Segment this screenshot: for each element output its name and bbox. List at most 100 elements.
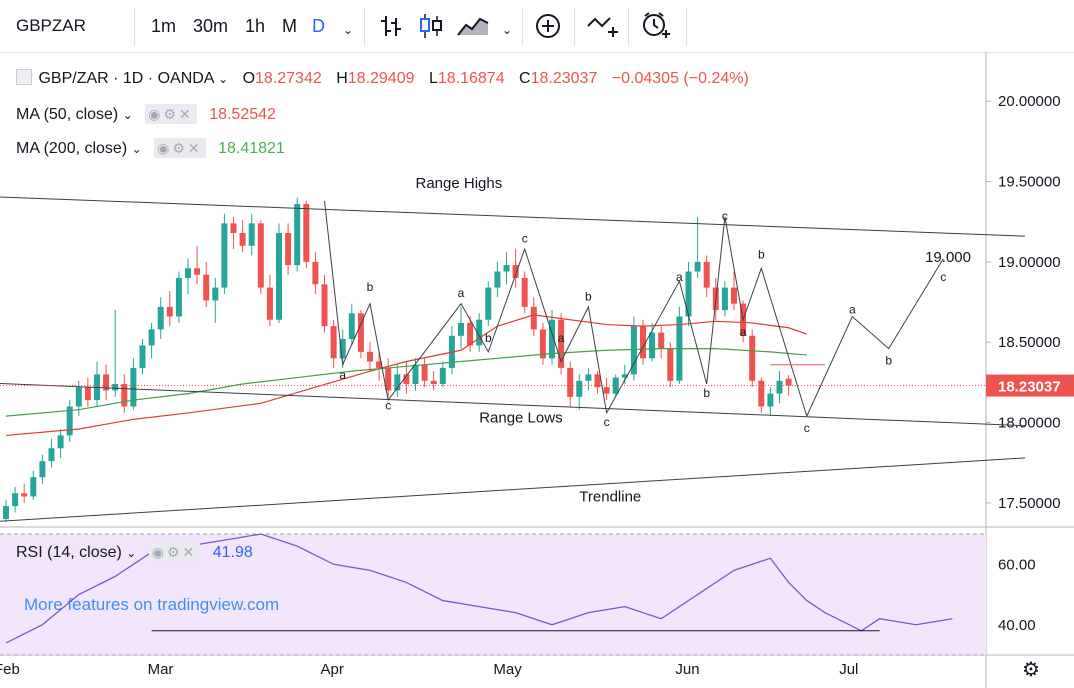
collapse-legend-icon[interactable] xyxy=(16,69,32,85)
candle-body xyxy=(139,345,146,368)
candle-body xyxy=(376,361,383,368)
interval-1m-button[interactable]: 1m xyxy=(151,16,177,36)
chevron-down-icon[interactable]: ⌄ xyxy=(131,142,142,156)
indicator-controls-icon[interactable]: ◉⚙✕ xyxy=(145,104,197,124)
candle-body xyxy=(640,326,646,359)
candle-body xyxy=(703,261,710,288)
price-tick-label: 17.50000 xyxy=(998,495,1061,512)
candle-body xyxy=(576,380,583,397)
candle-body xyxy=(385,367,392,391)
time-axis-label: Feb xyxy=(0,661,20,678)
candle-body xyxy=(75,387,82,407)
rsi-tick-label: 40.00 xyxy=(998,617,1036,634)
settings-gear-icon[interactable]: ⚙ xyxy=(1022,659,1040,681)
annotation-line xyxy=(0,196,1026,237)
toolbar-divider xyxy=(522,8,523,46)
compare-icon[interactable] xyxy=(586,12,620,40)
candle-body xyxy=(467,322,474,346)
candle-body xyxy=(148,329,155,346)
last-price-label: 18.23037 xyxy=(998,379,1061,396)
candle-body xyxy=(294,204,301,266)
time-axis-label: Jun xyxy=(675,661,699,678)
tradingview-watermark[interactable]: More features on tradingview.com xyxy=(24,595,280,614)
ma50-legend: MA (50, close) ⌄ ◉⚙✕ 18.52542 xyxy=(16,104,276,125)
candle-body xyxy=(603,387,610,394)
candle-body xyxy=(266,287,273,320)
ma200-legend: MA (200, close) ⌄ ◉⚙✕ 18.41821 xyxy=(16,138,285,159)
candle-body xyxy=(594,374,601,388)
legend-low-value: 18.16874 xyxy=(437,70,505,87)
legend-open-value: 18.27342 xyxy=(255,70,322,87)
wave-label: b xyxy=(885,354,892,368)
candle-body xyxy=(57,435,64,449)
candle-body xyxy=(476,319,483,346)
toolbar-divider xyxy=(628,8,629,46)
toolbar-divider xyxy=(574,8,575,46)
candle-body xyxy=(430,380,437,384)
indicator-controls-icon[interactable]: ◉⚙✕ xyxy=(148,542,201,562)
candle-body xyxy=(248,223,255,246)
projection-target-label: 19.000 xyxy=(925,249,971,266)
add-indicator-icon[interactable] xyxy=(535,13,561,39)
candle-body xyxy=(494,271,501,288)
bar-style-icon[interactable] xyxy=(378,13,404,39)
time-axis-label: Apr xyxy=(321,661,344,678)
candle-body xyxy=(166,306,173,317)
interval-30m-button[interactable]: 30m xyxy=(193,16,229,36)
time-axis-label: May xyxy=(493,661,522,678)
candle-body xyxy=(121,383,128,407)
candle-body xyxy=(658,332,665,349)
chevron-down-icon[interactable]: ⌄ xyxy=(343,23,354,37)
indicator-controls-icon[interactable]: ◉⚙✕ xyxy=(154,138,206,158)
chevron-down-icon[interactable]: ⌄ xyxy=(502,23,513,37)
candle-body xyxy=(48,448,55,462)
candle-body xyxy=(321,284,328,327)
ma200-label[interactable]: MA (200, close) xyxy=(16,140,128,157)
candle-body xyxy=(203,274,210,301)
legend-close-label: C xyxy=(519,70,531,87)
wave-label: b xyxy=(367,280,374,294)
candle-style-icon[interactable] xyxy=(418,12,444,40)
ma50-label[interactable]: MA (50, close) xyxy=(16,106,119,123)
wave-label: b xyxy=(703,386,710,400)
candle-body xyxy=(276,232,282,320)
wave-label: c xyxy=(604,415,610,429)
legend-close-value: 18.23037 xyxy=(530,70,598,87)
candle-body xyxy=(157,306,164,330)
alert-icon[interactable] xyxy=(640,10,672,42)
chevron-down-icon[interactable]: ⌄ xyxy=(218,72,229,86)
candle-body xyxy=(285,232,292,266)
interval-1h-button[interactable]: 1h xyxy=(245,16,266,36)
candle-body xyxy=(312,261,319,285)
chevron-down-icon[interactable]: ⌄ xyxy=(126,546,137,560)
candle-body xyxy=(503,265,510,272)
candle-body xyxy=(630,326,637,375)
wave-label: a xyxy=(339,368,346,382)
wave-label: a xyxy=(676,270,683,284)
interval-day-button[interactable]: D xyxy=(312,16,325,36)
candle-body xyxy=(685,271,692,317)
candle-body xyxy=(221,223,228,288)
candle-body xyxy=(667,348,674,381)
candle-body xyxy=(649,332,656,359)
area-style-icon[interactable] xyxy=(456,13,490,39)
interval-month-button[interactable]: M xyxy=(282,16,297,36)
candle-body xyxy=(257,223,264,288)
candle-body xyxy=(330,326,337,359)
legend-high-value: 18.29409 xyxy=(347,70,415,87)
symbol-search-button[interactable]: GBPZAR xyxy=(16,16,86,35)
top-toolbar: GBPZAR 1m 30m 1h M D ⌄ ⌄ xyxy=(0,0,1074,53)
candle-body xyxy=(776,380,783,394)
legend-change-value: −0.04305 (−0.24%) xyxy=(611,70,749,87)
candle-body xyxy=(239,232,246,246)
chevron-down-icon[interactable]: ⌄ xyxy=(122,108,133,122)
legend-high-label: H xyxy=(336,70,348,87)
candle-body xyxy=(412,364,419,384)
legend-symbol-title: GBP/ZAR · 1D · OANDA xyxy=(38,70,214,87)
candle-body xyxy=(458,322,464,336)
candle-body xyxy=(749,335,756,381)
candle-body xyxy=(539,329,546,359)
price-tick-label: 19.00000 xyxy=(998,254,1061,271)
rsi-label[interactable]: RSI (14, close) xyxy=(16,544,122,561)
